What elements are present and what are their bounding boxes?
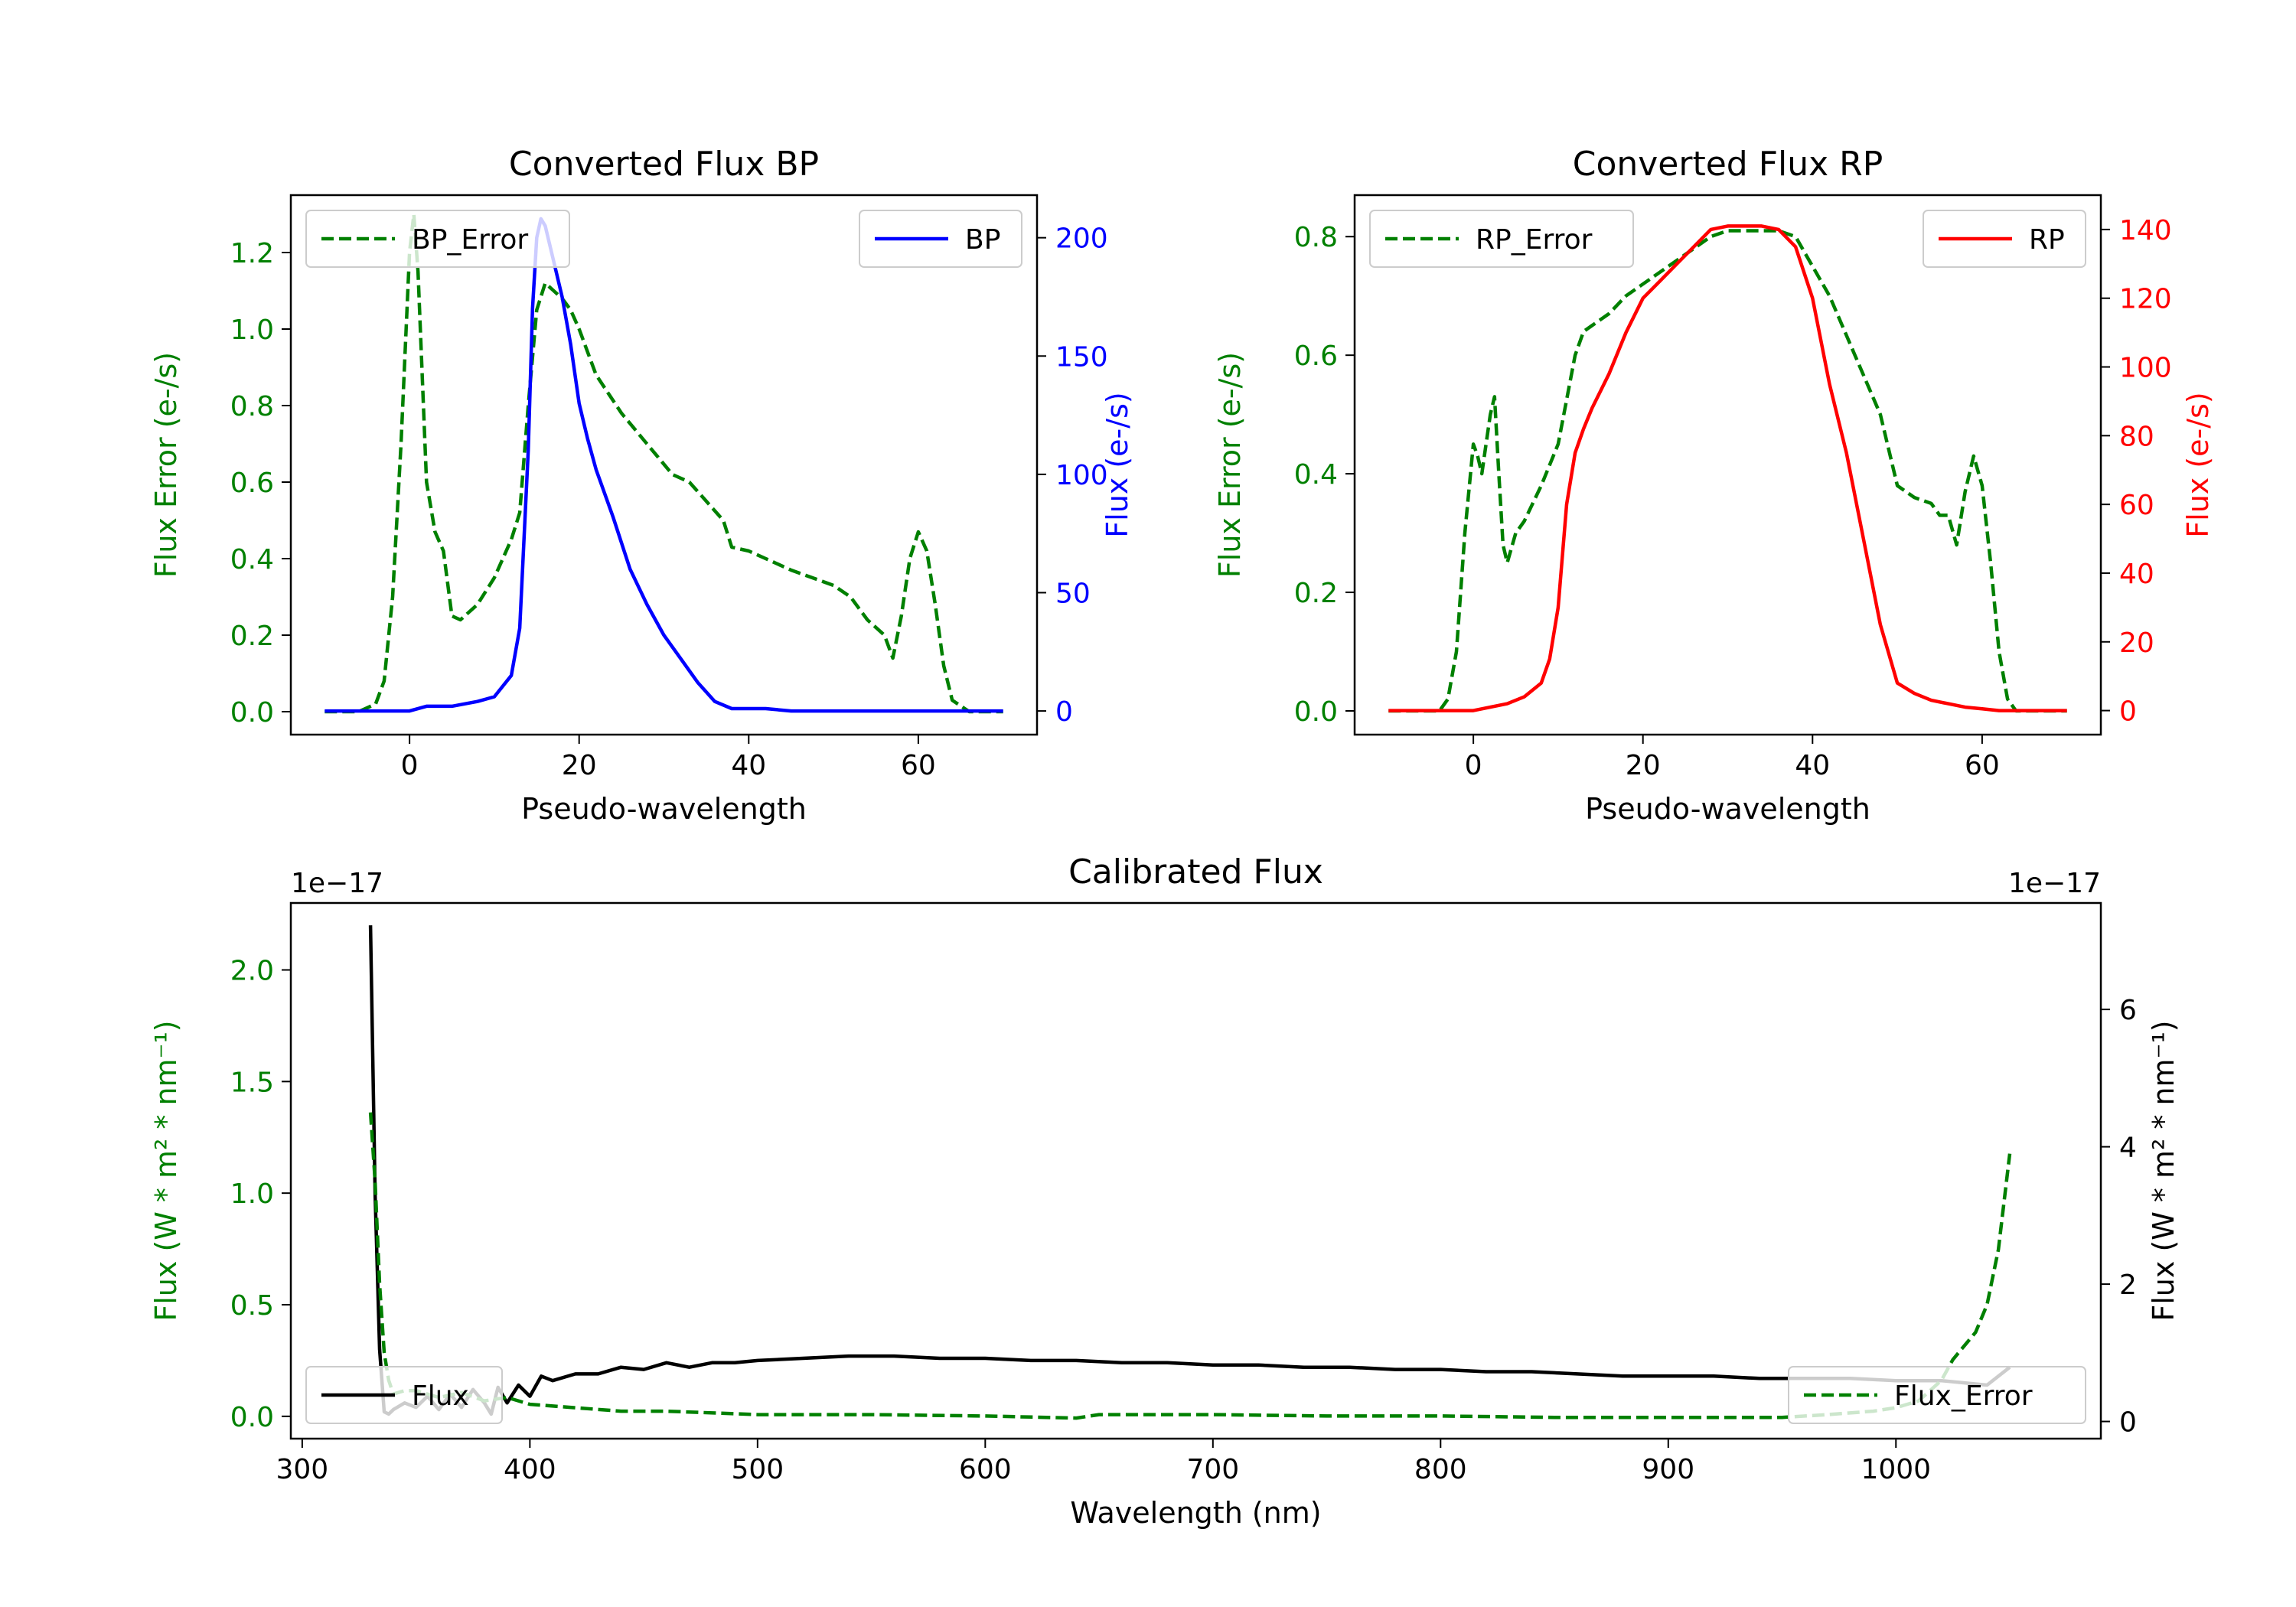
- y-left-tick-label: 1.5: [230, 1067, 274, 1098]
- legend-label: RP_Error: [1476, 224, 1593, 256]
- y-left-tick-label: 0.6: [1294, 341, 1338, 372]
- y-left-axis-label: Flux Error (e-/s): [1213, 352, 1247, 578]
- x-axis-label: Wavelength (nm): [1070, 1496, 1321, 1530]
- series-line-bp-error: [325, 212, 1003, 714]
- y-left-tick-label: 1.2: [230, 238, 274, 269]
- legend-rp-error: RP_Error: [1369, 210, 1634, 268]
- y-left-tick-label: 2.0: [230, 956, 274, 987]
- chart-bp: Converted Flux BP 0 20 40 60 Pseudo-wavelengt…: [149, 145, 1134, 826]
- y-right-tick-label: 120: [2119, 284, 2172, 315]
- chart-calibrated: Calibrated Flux 300 400 500 600 700 800 900 1000…: [149, 852, 2180, 1530]
- chart-title: Converted Flux RP: [1573, 145, 1883, 184]
- legend-rp: RP: [1923, 210, 2086, 268]
- y-left-tick-label: 0.4: [1294, 459, 1338, 491]
- y-right-axis-label: Flux (e-/s): [2181, 392, 2215, 537]
- plot-frame: [1353, 194, 2102, 736]
- y-right-tick-label: 80: [2119, 421, 2154, 452]
- y-right-tick-label: 60: [2119, 490, 2154, 521]
- y-right-tick-label: 200: [1055, 223, 1108, 255]
- x-tick-label: 60: [901, 750, 936, 781]
- y-left-tick-label: 0.2: [1294, 578, 1338, 609]
- x-axis-label: Pseudo-wavelength: [1585, 792, 1870, 826]
- x-tick-label: 300: [276, 1454, 329, 1485]
- legend-flux: Flux: [305, 1366, 503, 1424]
- y-right-axis-label: Flux (e-/s): [1101, 392, 1134, 537]
- legend-box: [1788, 1366, 2086, 1424]
- y-right-tick-label: 140: [2119, 215, 2172, 246]
- x-tick-label: 0: [401, 750, 419, 781]
- x-tick-label: 20: [562, 750, 597, 781]
- y-right-tick-label: 100: [1055, 460, 1108, 491]
- x-axis-label: Pseudo-wavelength: [521, 792, 807, 826]
- legend-box: [305, 210, 570, 268]
- legend-label: Flux_Error: [1894, 1380, 2033, 1412]
- x-tick-label: 40: [1795, 750, 1830, 781]
- y-right-tick-label: 0: [2119, 696, 2137, 728]
- x-tick-label: 40: [731, 750, 766, 781]
- x-tick-label: 20: [1626, 750, 1661, 781]
- y-right-tick-label: 0: [2119, 1407, 2137, 1439]
- legend-label: BP_Error: [412, 224, 528, 256]
- y-left-tick-label: 0.2: [230, 621, 274, 652]
- x-tick-label: 600: [959, 1454, 1012, 1485]
- x-tick-label: 800: [1414, 1454, 1467, 1485]
- legend-label: Flux: [412, 1380, 469, 1412]
- y-left-tick-label: 0.0: [230, 1402, 274, 1433]
- y-left-tick-label: 0.0: [1294, 696, 1338, 728]
- legend-box: [305, 1366, 503, 1424]
- legend-box: [1369, 210, 1634, 268]
- y-left-tick-label: 0.0: [230, 697, 274, 729]
- chart-title: Converted Flux BP: [509, 145, 819, 184]
- y-left-tick-label: 0.8: [230, 391, 274, 422]
- legend-label: RP: [2029, 224, 2065, 256]
- y-left-tick-label: 0.6: [230, 468, 274, 499]
- y-left-offset-label: 1e−17: [291, 868, 383, 899]
- legend-flux-error: Flux_Error: [1788, 1366, 2086, 1424]
- y-right-tick-label: 100: [2119, 353, 2172, 384]
- y-left-axis-label: Flux Error (e-/s): [149, 352, 183, 578]
- legend-label: BP: [965, 224, 1000, 256]
- legend-bp-error: BP_Error: [305, 210, 570, 268]
- y-left-tick-label: 0.4: [230, 544, 274, 575]
- y-left-tick-label: 1.0: [230, 315, 274, 346]
- y-left-tick-label: 0.5: [230, 1290, 274, 1322]
- plot-frame: [289, 901, 2102, 1440]
- y-left-tick-label: 0.8: [1294, 222, 1338, 253]
- series-line-rp: [1388, 224, 2067, 712]
- y-right-tick-label: 2: [2119, 1270, 2137, 1301]
- y-right-tick-label: 50: [1055, 578, 1091, 609]
- y-right-tick-label: 0: [1055, 696, 1073, 728]
- x-tick-label: 400: [504, 1454, 556, 1485]
- x-tick-label: 500: [731, 1454, 784, 1485]
- y-right-tick-label: 6: [2119, 995, 2137, 1026]
- x-tick-label: 60: [1965, 750, 2000, 781]
- y-right-offset-label: 1e−17: [2008, 868, 2101, 899]
- y-right-tick-label: 20: [2119, 627, 2154, 659]
- x-tick-label: 700: [1186, 1454, 1239, 1485]
- plot-frame: [289, 194, 1039, 736]
- chart-title: Calibrated Flux: [1068, 852, 1323, 892]
- y-left-tick-label: 1.0: [230, 1178, 274, 1210]
- x-tick-label: 1000: [1861, 1454, 1931, 1485]
- y-right-tick-label: 150: [1055, 341, 1108, 373]
- y-right-axis-label: Flux (W * m² * nm⁻¹): [2147, 1020, 2180, 1321]
- x-tick-label: 0: [1465, 750, 1482, 781]
- x-tick-label: 900: [1642, 1454, 1694, 1485]
- y-left-axis-label: Flux (W * m² * nm⁻¹): [149, 1020, 183, 1321]
- y-right-tick-label: 4: [2119, 1133, 2137, 1164]
- y-right-tick-label: 40: [2119, 559, 2154, 590]
- legend-bp: BP: [859, 210, 1022, 268]
- series-line-bp: [325, 217, 1003, 713]
- chart-rp: Converted Flux RP 0 20 40 60 Pseudo-wavelengt…: [1213, 145, 2215, 826]
